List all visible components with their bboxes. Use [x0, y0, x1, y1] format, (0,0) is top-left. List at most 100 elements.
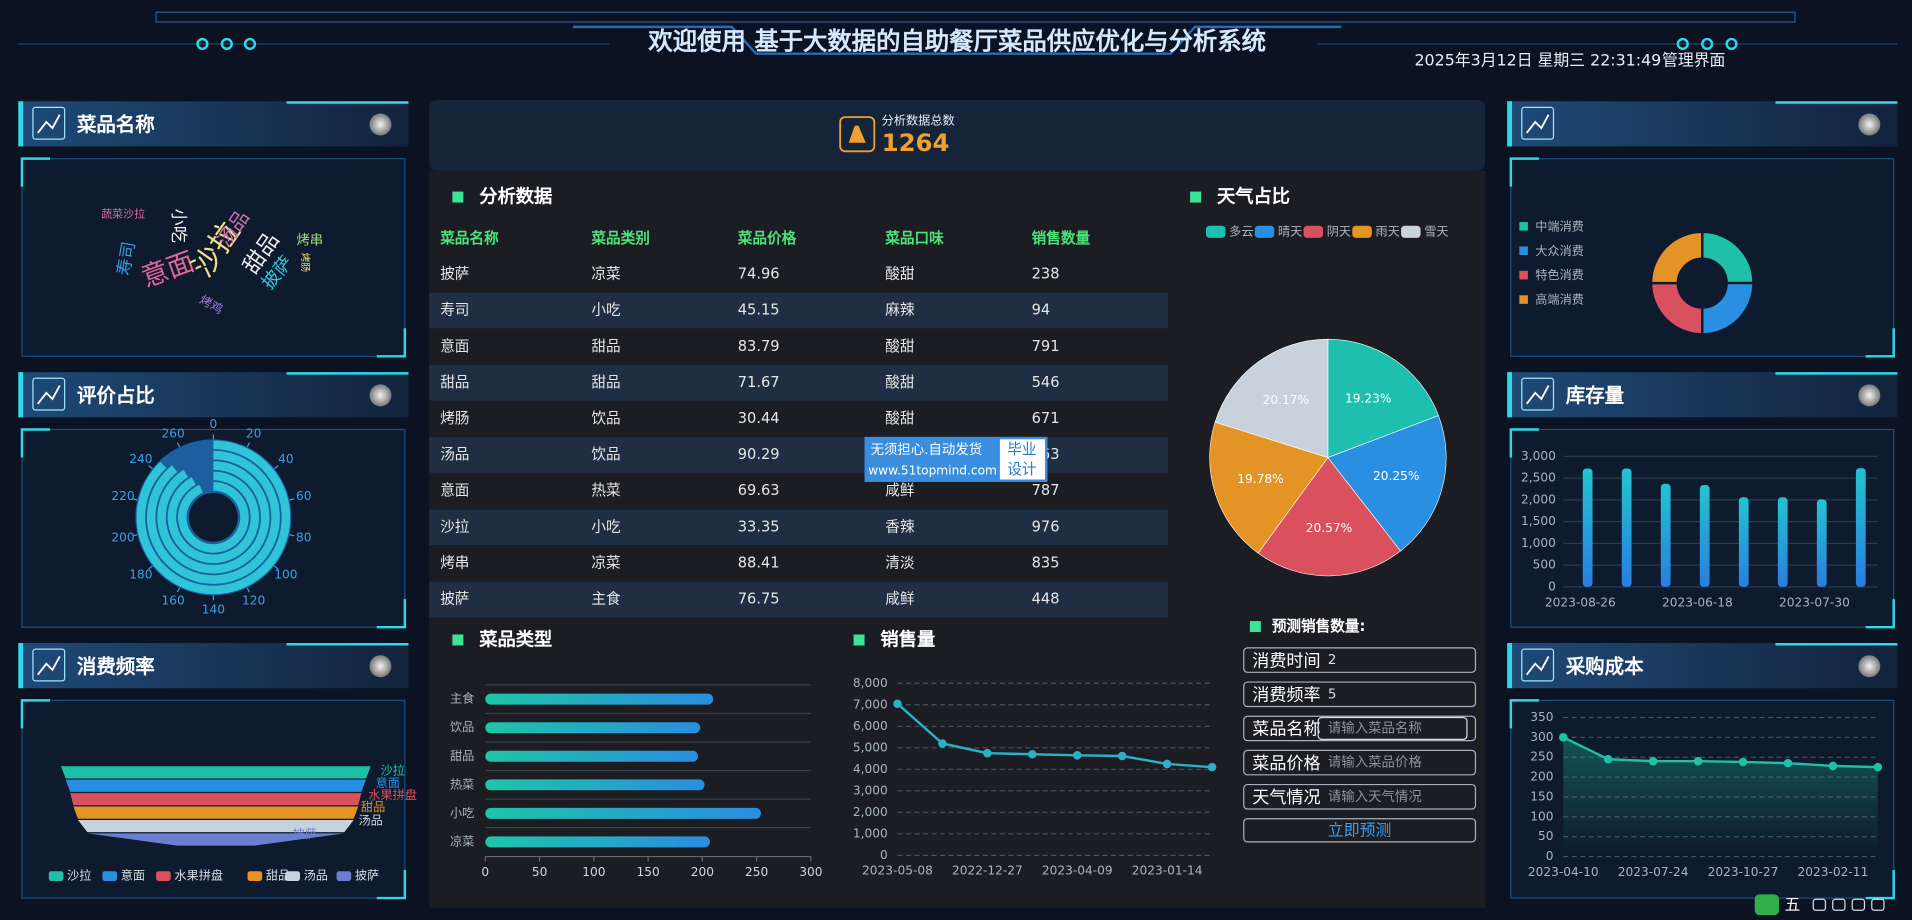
angle-tick-label: 120	[242, 593, 265, 607]
section-title: 销售量	[880, 629, 935, 651]
form-placeholder[interactable]: 请输入菜品名称	[1328, 720, 1422, 736]
form-input[interactable]	[1317, 716, 1468, 741]
panel-corner	[1865, 599, 1895, 629]
legend-swatch	[1205, 225, 1226, 238]
table-cell: 咸鲜	[885, 591, 915, 608]
page-title: 欢迎使用 基于大数据的自助餐厅菜品供应优化与分析系统	[647, 27, 1266, 56]
y-tick-label: 2,500	[1521, 471, 1556, 485]
y-tick-label: 150	[1530, 789, 1553, 803]
legend-label: 多云	[1229, 224, 1253, 238]
x-tick-label: 2022-12-27	[952, 864, 1023, 878]
panel-accent	[18, 101, 24, 147]
table-cell: 饮品	[591, 410, 620, 427]
angle-tick	[176, 442, 181, 448]
form-placeholder[interactable]: 请输入天气情况	[1328, 789, 1422, 805]
legend-label: 雪天	[1424, 224, 1448, 238]
tray-icon	[1871, 898, 1885, 911]
y-tick-label: 小吃	[450, 806, 474, 820]
form-placeholder[interactable]: 请输入菜品价格	[1328, 755, 1422, 771]
panel-button[interactable]	[1858, 655, 1881, 678]
pie-label: 19.78%	[1237, 472, 1283, 486]
funnel-layer	[65, 779, 367, 792]
funnel-layer	[60, 766, 371, 779]
angle-tick-label: 140	[202, 603, 225, 617]
panel-accent	[1507, 101, 1513, 147]
bar	[1699, 485, 1710, 587]
y-tick-label: 50	[1538, 829, 1554, 843]
x-tick-label: 50	[532, 865, 548, 879]
angle-tick-label: 240	[129, 452, 152, 466]
panel-icon	[32, 648, 66, 682]
line	[1562, 736, 1878, 769]
summary-label: 分析数据总数	[882, 112, 955, 127]
form-field	[1243, 749, 1477, 776]
table-cell: 清淡	[885, 554, 915, 571]
table-header: 菜品名称	[439, 229, 499, 247]
form-label: 消费时间	[1252, 651, 1320, 671]
polar-hole	[189, 492, 238, 542]
table-cell: 94	[1032, 302, 1051, 319]
panel-accent	[1507, 372, 1513, 418]
angle-tick	[176, 587, 181, 593]
section-title: 菜品类型	[478, 629, 552, 651]
form-label: 天气情况	[1252, 788, 1320, 808]
legend-label: 中端消费	[1535, 218, 1584, 233]
ime-mode: 五	[1785, 895, 1801, 914]
header-dot	[243, 37, 257, 51]
header-dot	[1676, 37, 1689, 51]
point	[1603, 754, 1613, 764]
y-tick-label: 3,000	[853, 783, 888, 797]
table-row-stripe	[429, 581, 1169, 618]
legend-label: 大众消费	[1535, 244, 1584, 258]
datetime: 2025年3月12日 星期三 22:31:49	[1414, 51, 1661, 70]
point	[1072, 751, 1082, 760]
panel-icon	[32, 377, 66, 411]
panel-button[interactable]	[369, 655, 392, 678]
legend-swatch	[1352, 225, 1372, 238]
panel-button[interactable]	[1858, 384, 1881, 407]
panel-button[interactable]	[369, 384, 392, 407]
panel-accent	[18, 372, 24, 418]
table-header: 销售数量	[1032, 229, 1091, 247]
form-value[interactable]: 2	[1328, 653, 1337, 668]
header-frame	[155, 11, 1796, 23]
summary-value: 1264	[882, 128, 950, 157]
pie-label: 20.57%	[1306, 521, 1352, 535]
panel-header	[18, 101, 409, 147]
table-cell: 83.79	[738, 338, 780, 355]
panel-icon-glyph	[1525, 114, 1550, 134]
panel-header	[1507, 372, 1898, 418]
panel-button[interactable]	[369, 113, 392, 136]
angle-tick	[289, 498, 295, 501]
angle-tick-label: 160	[162, 593, 185, 607]
point	[983, 748, 992, 758]
table-cell: 酸甜	[885, 410, 915, 427]
y-tick-label: 甜品	[450, 749, 474, 763]
panel-button[interactable]	[1858, 113, 1881, 136]
predict-button[interactable]	[1243, 818, 1477, 843]
angle-tick	[246, 442, 250, 448]
summary-icon-glyph	[848, 125, 866, 143]
pie-slice	[1214, 338, 1329, 459]
funnel-layer	[70, 793, 362, 806]
predict-button-label[interactable]: 立即预测	[1328, 820, 1391, 839]
panel-icon-glyph	[1525, 385, 1550, 405]
legend-swatch	[336, 871, 352, 881]
y-tick-label: 500	[1533, 558, 1556, 572]
form-value[interactable]: 5	[1328, 687, 1337, 702]
panel-icon-glyph	[1525, 656, 1550, 676]
table-row-stripe	[429, 292, 1169, 329]
legend-swatch	[156, 871, 171, 881]
y-tick-label: 饮品	[450, 720, 474, 734]
funnel-label: 意面	[376, 775, 400, 790]
angle-tick-label: 0	[210, 417, 218, 431]
y-tick-label: 5,000	[853, 740, 888, 754]
section-marker	[1190, 191, 1202, 203]
y-tick-label: 0	[880, 848, 888, 862]
pie-label: 20.17%	[1263, 393, 1309, 407]
header-dot	[220, 37, 233, 51]
table-cell: 凉菜	[591, 266, 621, 283]
x-tick-label: 250	[745, 865, 768, 879]
